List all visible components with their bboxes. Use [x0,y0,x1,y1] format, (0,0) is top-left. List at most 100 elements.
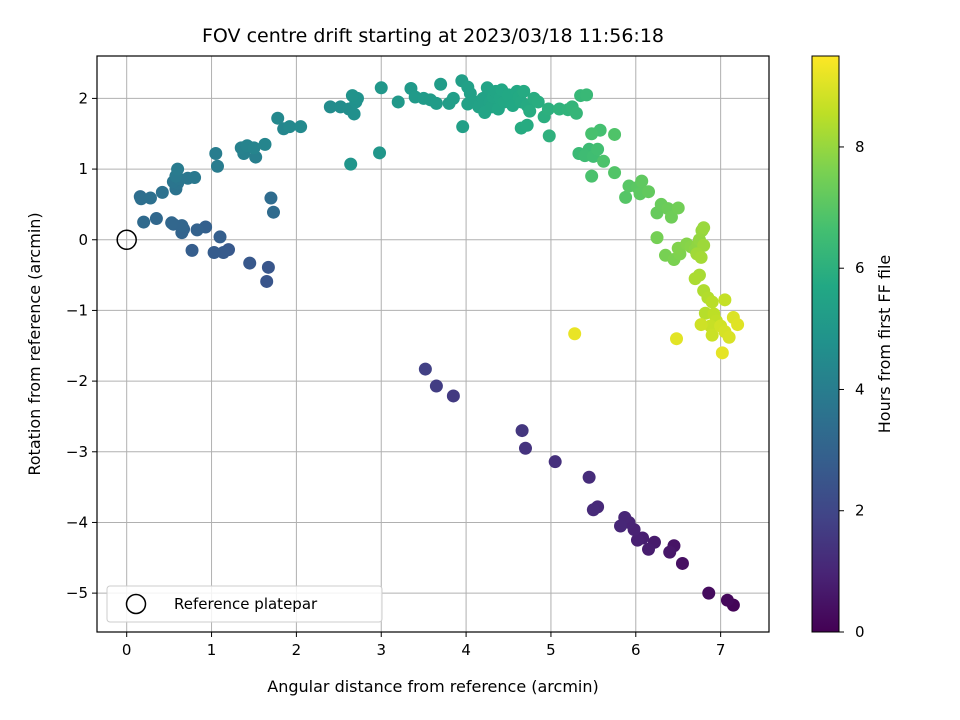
y-tick-label: −2 [66,372,88,390]
colorbar-tick-label: 6 [855,259,865,277]
data-point [585,127,599,141]
plot-frame [96,55,770,633]
data-point [694,318,708,332]
data-point [261,260,275,274]
x-tick-label: 7 [716,641,726,659]
chart-title: FOV centre drift starting at 2023/03/18 … [202,25,664,47]
data-point [188,171,202,185]
data-point [608,127,622,141]
y-tick-label: −1 [66,301,88,319]
data-point [608,166,622,180]
x-tick-label: 6 [631,641,641,659]
colorbar-tick-label: 8 [855,138,865,156]
y-tick-label: 0 [78,231,88,249]
data-point [171,162,185,176]
data-point [446,389,460,403]
x-tick-label: 1 [207,641,217,659]
data-point [271,111,285,125]
x-tick-label: 4 [461,641,471,659]
data-point [210,159,224,173]
data-point [568,327,582,341]
data-point [520,118,534,132]
data-point [671,201,685,215]
data-point [642,542,656,556]
colorbar-tick-label: 2 [855,502,865,520]
colorbar-tick-label: 0 [855,623,865,641]
data-point [591,142,605,156]
data-point [697,221,711,235]
data-point [650,231,664,245]
data-point [247,141,261,155]
y-tick-label: 2 [78,89,88,107]
data-point [323,100,337,114]
x-axis-label: Angular distance from reference (arcmin) [267,677,598,696]
data-point [207,245,221,259]
legend-box [106,585,383,623]
data-point [569,106,583,120]
data-point [705,328,719,342]
x-axis-ticks: 0 1 2 3 4 5 6 7 [122,632,725,659]
colorbar-label: Hours from first FF file [875,255,894,434]
x-tick-label: 5 [546,641,556,659]
colorbar-ticks: 0 2 4 6 8 [839,138,865,641]
data-point [702,586,716,600]
data-point [619,190,633,204]
data-point [523,104,537,118]
data-point [541,102,555,116]
data-point [216,245,230,259]
data-point [705,295,719,309]
data-point [542,129,556,143]
data-point [663,545,677,559]
colorbar: 0 2 4 6 8 Hours from first FF file [811,55,894,641]
data-point [720,593,734,607]
data-point [137,215,151,229]
data-point [344,157,358,171]
data-point [675,556,689,570]
y-tick-label: 1 [78,160,88,178]
data-point [190,223,204,237]
data-point [515,424,529,438]
data-point [134,192,148,206]
colorbar-gradient [811,55,840,633]
x-tick-label: 2 [292,641,302,659]
data-point [155,185,169,199]
data-point [597,154,611,168]
data-point [670,332,684,346]
x-tick-label: 0 [122,641,132,659]
data-point [429,96,443,110]
data-point [283,120,297,134]
y-axis-label: Rotation from reference (arcmin) [25,212,44,475]
data-point [517,84,531,98]
x-tick-label: 3 [376,641,386,659]
data-point [718,293,732,307]
legend-label: Reference platepar [174,595,318,613]
data-point [418,362,432,376]
y-tick-label: −4 [66,513,88,531]
reference-marker [116,229,137,251]
data-point [165,216,179,230]
data-point [664,210,678,224]
legend-marker [125,593,147,615]
data-point [374,81,388,95]
data-point [614,519,628,533]
data-point [642,185,656,199]
data-point [149,212,163,226]
data-point [143,191,157,205]
data-point [548,455,562,469]
colorbar-tick-label: 4 [855,380,865,398]
data-point [531,95,545,109]
data-point [582,470,596,484]
y-axis-ticks: −5 −4 −3 −2 −1 0 1 2 [66,89,97,602]
data-point [347,107,361,121]
data-point [731,318,745,332]
data-point [185,243,199,257]
data-point [266,205,280,219]
data-point [456,120,470,134]
data-point [260,274,274,288]
data-point [258,137,272,151]
data-point [635,174,649,188]
data-point [446,91,460,105]
y-tick-label: −3 [66,443,88,461]
data-point [694,250,708,264]
